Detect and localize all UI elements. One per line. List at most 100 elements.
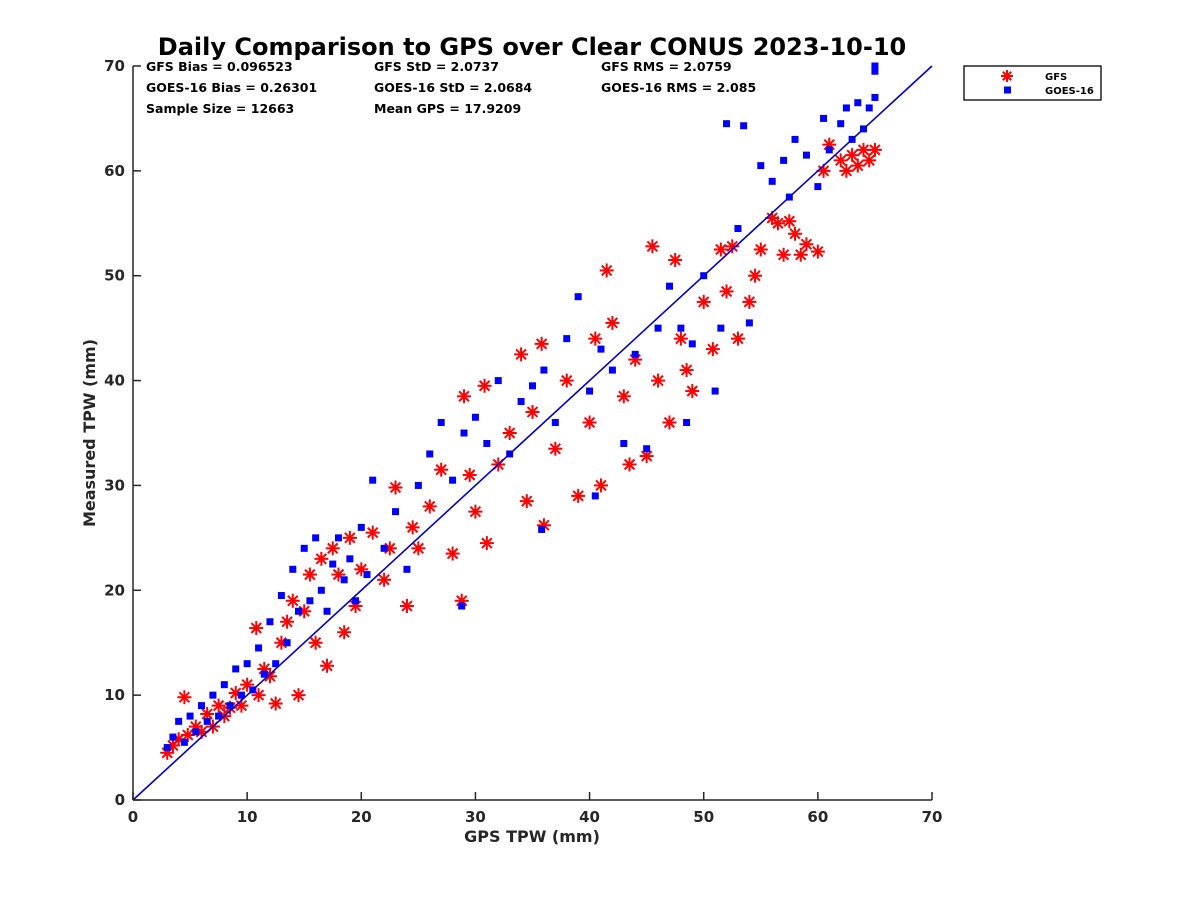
gfs-point-stroke (772, 217, 784, 229)
gfs-point-stroke (367, 526, 379, 539)
goes16-point (340, 576, 348, 584)
gfs-point-stroke (338, 626, 350, 638)
goes16-point (426, 450, 434, 458)
gfs-point (725, 239, 740, 254)
goes16-point (255, 644, 263, 652)
gfs-point (616, 389, 631, 404)
gfs-point-stroke (707, 343, 719, 355)
gfs-point (331, 567, 346, 582)
goes16-point (837, 120, 845, 128)
goes16-point (745, 319, 753, 327)
goes16-point (471, 413, 479, 421)
gfs-point (645, 239, 660, 254)
gfs-point (776, 247, 791, 262)
gfs-point (548, 441, 563, 456)
gfs-point (588, 331, 603, 346)
goes16-point (757, 162, 765, 170)
x-tick-label: 20 (351, 808, 372, 826)
gfs-point (850, 158, 865, 173)
gfs-point (582, 415, 597, 430)
goes16-point (586, 387, 594, 395)
gfs-point-stroke (549, 443, 561, 455)
gfs-point (599, 263, 614, 278)
gfs-point (668, 252, 683, 267)
gfs-point-stroke (250, 622, 262, 634)
goes16-point (643, 445, 651, 453)
goes16-point (215, 712, 223, 720)
gfs-point-stroke (230, 687, 242, 699)
gfs-point-stroke (355, 563, 367, 575)
gfs-point (477, 378, 492, 393)
gfs-point-stroke (583, 416, 596, 429)
goes16-point (597, 345, 605, 353)
gfs-point (788, 226, 803, 241)
gfs-point (753, 242, 768, 257)
x-tick-label: 0 (128, 808, 138, 826)
gfs-point-stroke (464, 469, 476, 481)
y-tick-label: 40 (104, 372, 125, 390)
goes16-point (854, 99, 862, 107)
gfs-point-stroke (777, 249, 790, 261)
legend: GFS GOES-16 (963, 65, 1102, 101)
goes16-point (163, 744, 171, 752)
goes16-point (392, 508, 400, 516)
gfs-point-stroke (515, 348, 527, 361)
goes16-point (209, 691, 217, 699)
x-tick-label: 40 (579, 808, 600, 826)
gfs-point (422, 499, 437, 514)
y-tick-label: 30 (104, 476, 125, 494)
gfs-point-stroke (795, 249, 807, 261)
gfs-point-stroke (863, 154, 875, 167)
goes16-point (688, 340, 696, 348)
legend-label: GFS (1045, 72, 1067, 83)
gfs-point (268, 696, 283, 711)
gfs-point (793, 247, 808, 262)
goes16-point (403, 565, 411, 573)
gfs-point (411, 541, 426, 556)
gfs-point-stroke (595, 479, 607, 492)
gfs-point-stroke (726, 240, 738, 253)
gfs-point-stroke (646, 240, 659, 253)
goes16-point (563, 335, 571, 343)
gfs-point (280, 614, 295, 629)
gfs-point (337, 625, 352, 640)
gfs-point (525, 405, 540, 420)
gfs-point-stroke (292, 689, 305, 701)
goes16-point (232, 665, 240, 673)
goes16-point (665, 282, 673, 290)
goes16-point (458, 602, 466, 610)
goes16-point (266, 618, 274, 626)
gfs-point-stroke (241, 679, 253, 691)
gfs-point-stroke (458, 390, 470, 402)
gfs-point-stroke (435, 464, 447, 476)
gfs-point (308, 635, 323, 650)
gfs-point (705, 342, 720, 357)
goes16-point (192, 728, 200, 736)
gfs-point-stroke (589, 332, 601, 345)
goes16-point (871, 62, 879, 70)
gfs-point (365, 525, 380, 540)
gfs-point (833, 153, 848, 168)
gfs-point-stroke (446, 547, 459, 560)
goes16-point (574, 293, 582, 301)
stat-annotation: GFS StD = 2.0737 (374, 59, 499, 74)
gfs-point-stroke (332, 568, 345, 581)
gfs-point (479, 536, 494, 551)
gfs-point (325, 541, 340, 556)
goes16-point (683, 419, 691, 427)
gfs-point-stroke (281, 616, 293, 628)
x-tick-label: 10 (237, 808, 258, 826)
gfs-point (862, 153, 877, 168)
gfs-point-stroke (675, 332, 687, 345)
gfs-point (622, 457, 637, 472)
stat-annotation: GFS RMS = 2.0759 (601, 59, 732, 74)
gfs-point-stroke (212, 699, 225, 712)
gfs-point-stroke (235, 699, 248, 712)
gfs-point-stroke (378, 574, 390, 586)
gfs-point-stroke (478, 380, 491, 392)
goes16-point (346, 555, 354, 563)
gfs-point (782, 214, 797, 229)
gfs-point (719, 284, 734, 299)
